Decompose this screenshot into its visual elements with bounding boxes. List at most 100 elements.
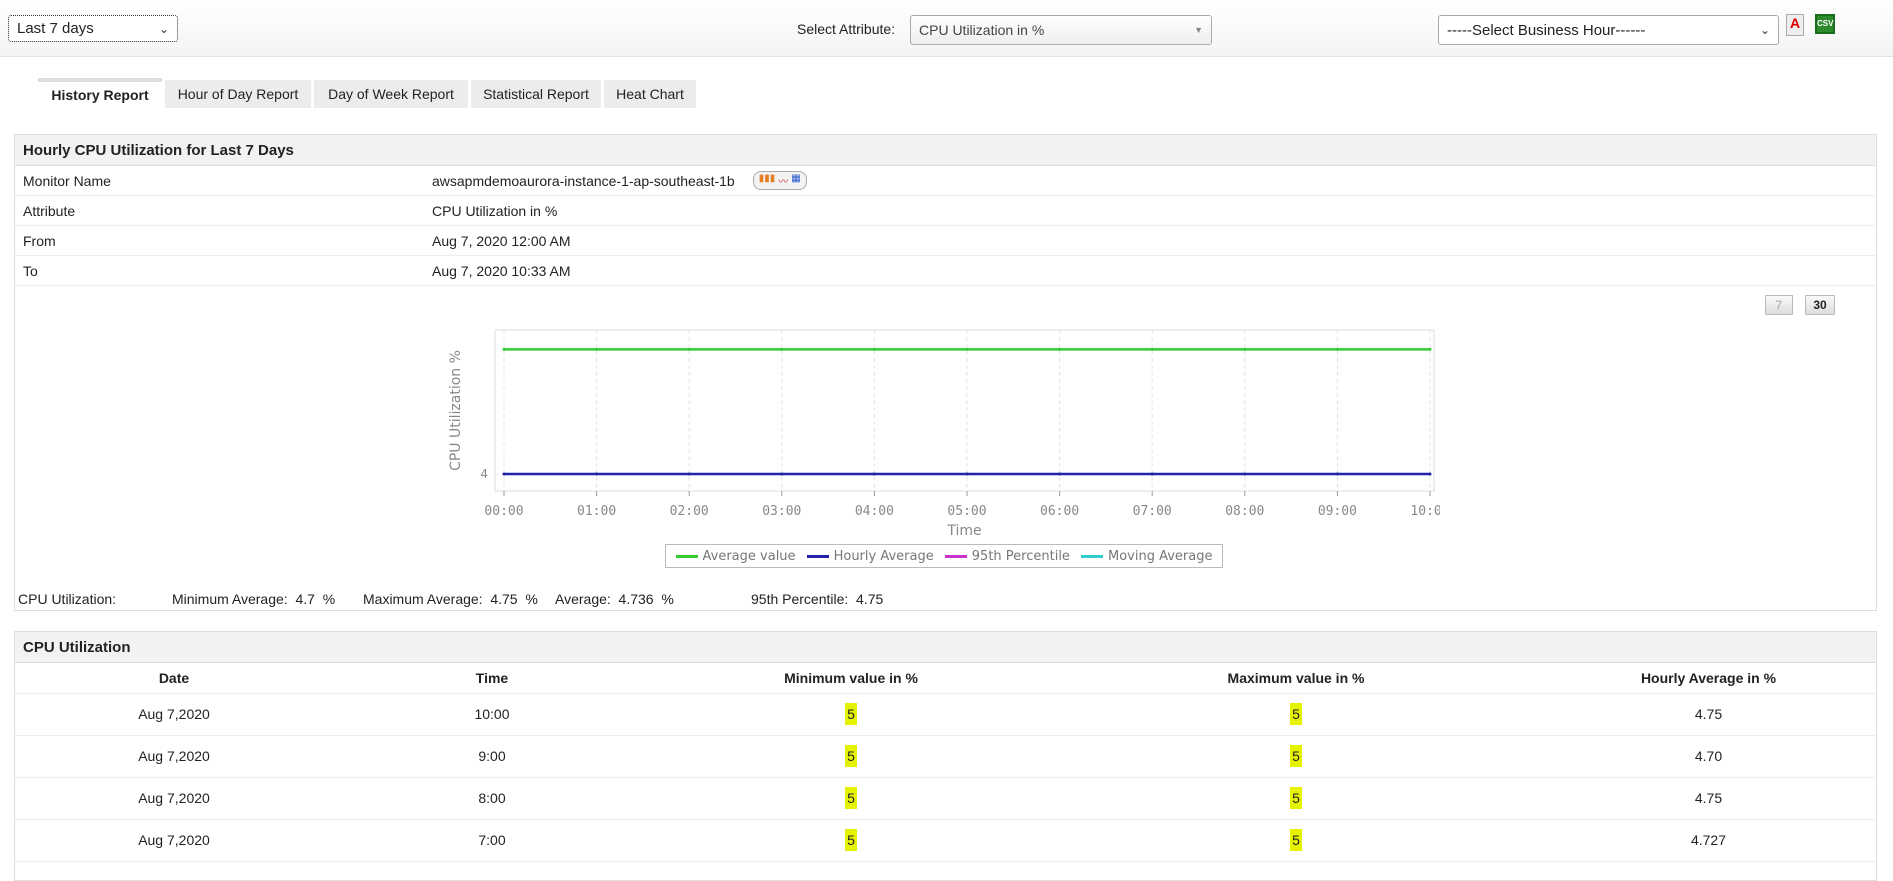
table-cell: 5 bbox=[1051, 777, 1541, 820]
info-key: To bbox=[23, 262, 38, 279]
cell-value: 5 bbox=[845, 703, 857, 725]
x-tick-label: 09:00 bbox=[1318, 504, 1357, 519]
data-point bbox=[1428, 347, 1432, 351]
info-row-from: From Aug 7, 2020 12:00 AM bbox=[15, 226, 1876, 256]
stat-max-average: Maximum Average: 4.75 % bbox=[363, 591, 538, 607]
report-title: Hourly CPU Utilization for Last 7 Days bbox=[15, 135, 1876, 166]
data-point bbox=[595, 347, 599, 351]
table-cell: Aug 7,2020 bbox=[15, 693, 333, 736]
chevron-down-icon: ⌄ bbox=[1759, 23, 1770, 37]
info-value: CPU Utilization in % bbox=[432, 202, 558, 219]
business-hour-select[interactable]: -----Select Business Hour------ ⌄ bbox=[1438, 15, 1779, 45]
cpu-table-panel: CPU Utilization Date Time Minimum value in… bbox=[14, 631, 1877, 881]
tab-heat-chart[interactable]: Heat Chart bbox=[604, 80, 696, 108]
table-row: Aug 7,2020 8:00 5 5 4.75 bbox=[15, 777, 1876, 820]
period-select[interactable]: Last 7 days ⌄ bbox=[8, 15, 178, 42]
cpu-table: Date Time Minimum value in % Maximum value … bbox=[15, 663, 1876, 862]
data-point bbox=[1335, 472, 1339, 476]
tab-history-report[interactable]: History Report bbox=[38, 78, 162, 108]
stat-95th-percentile: 95th Percentile: 4.75 bbox=[751, 591, 884, 607]
stat-average: Average: 4.736 % bbox=[555, 591, 674, 607]
cell-value: 5 bbox=[845, 787, 857, 809]
cell-value: 5 bbox=[1290, 829, 1302, 851]
tab-day-of-week-report[interactable]: Day of Week Report bbox=[314, 80, 468, 108]
info-key: From bbox=[23, 232, 56, 249]
info-value: Aug 7, 2020 10:33 AM bbox=[432, 262, 571, 279]
legend-item[interactable]: Moving Average bbox=[1080, 549, 1212, 564]
legend-swatch bbox=[944, 554, 967, 558]
table-icon[interactable]: ▦ bbox=[791, 173, 801, 184]
cell-value: 5 bbox=[1290, 745, 1302, 767]
data-point bbox=[687, 472, 691, 476]
data-point bbox=[780, 472, 784, 476]
legend-item[interactable]: Average value bbox=[675, 548, 796, 564]
cell-value: 4.727 bbox=[1690, 832, 1727, 848]
table-cell: 5 bbox=[651, 693, 1051, 736]
table-row: Aug 7,2020 10:00 5 5 4.75 bbox=[15, 693, 1876, 736]
csv-export-icon[interactable]: CSV bbox=[1815, 14, 1835, 34]
info-key: Attribute bbox=[23, 202, 76, 219]
legend-label: 95th Percentile bbox=[971, 548, 1070, 564]
cell-value: 8:00 bbox=[478, 790, 506, 806]
7-days-button[interactable]: 7 bbox=[1765, 295, 1793, 315]
x-tick-label: 01:00 bbox=[577, 504, 616, 519]
attribute-select[interactable]: CPU Utilization in % ▼ bbox=[910, 15, 1212, 45]
x-tick-label: 10:00 bbox=[1410, 504, 1440, 519]
cell-value: 10:00 bbox=[474, 706, 510, 722]
x-tick-label: 00:00 bbox=[484, 504, 523, 519]
x-tick-label: 05:00 bbox=[947, 504, 986, 519]
table-cell: Aug 7,2020 bbox=[15, 735, 333, 778]
data-point bbox=[1058, 347, 1062, 351]
cell-value: 9:00 bbox=[478, 748, 506, 764]
y-tick-label: 4 bbox=[480, 467, 488, 481]
table-cell: 5 bbox=[651, 777, 1051, 820]
table-cell: Aug 7,2020 bbox=[15, 819, 333, 862]
cell-value: Aug 7,2020 bbox=[138, 790, 210, 806]
tab-hour-of-day-report[interactable]: Hour of Day Report bbox=[165, 80, 311, 108]
info-key: Monitor Name bbox=[23, 172, 111, 189]
legend-label: Hourly Average bbox=[833, 548, 934, 564]
dropdown-arrow-icon: ▼ bbox=[1194, 25, 1203, 35]
table-cell: 5 bbox=[1051, 735, 1541, 778]
table-cell: 7:00 bbox=[333, 819, 651, 862]
x-tick-label: 04:00 bbox=[855, 504, 894, 519]
chevron-down-icon: ⌄ bbox=[158, 21, 169, 36]
data-point bbox=[1335, 347, 1339, 351]
chart-view-icons[interactable]: ▮▮▮ 〰 ▦ bbox=[752, 171, 807, 190]
tab-statistical-report[interactable]: Statistical Report bbox=[471, 80, 601, 108]
cell-value: 5 bbox=[1290, 787, 1302, 809]
attribute-label: Select Attribute: bbox=[797, 21, 896, 37]
table-title: CPU Utilization bbox=[15, 632, 1876, 663]
cell-value: 4.70 bbox=[1694, 748, 1723, 764]
bar-chart-icon[interactable]: ▮▮▮ bbox=[758, 173, 776, 184]
cell-value: 4.75 bbox=[1694, 706, 1723, 722]
x-axis-label: Time bbox=[946, 523, 981, 539]
legend-swatch bbox=[1080, 554, 1103, 558]
x-tick-label: 02:00 bbox=[670, 504, 709, 519]
cell-value: Aug 7,2020 bbox=[138, 832, 210, 848]
y-axis-label: CPU Utilization % bbox=[448, 350, 464, 471]
table-cell: 4.75 bbox=[1541, 777, 1876, 820]
data-point bbox=[595, 472, 599, 476]
cell-value: 7:00 bbox=[478, 832, 506, 848]
pdf-export-icon[interactable]: A bbox=[1786, 14, 1804, 36]
legend-label: Average value bbox=[702, 548, 796, 564]
line-chart-icon[interactable]: 〰 bbox=[778, 177, 789, 188]
monitor-name: awsapmdemoaurora-instance-1-ap-southeast… bbox=[432, 172, 735, 189]
legend-item[interactable]: 95th Percentile bbox=[944, 548, 1070, 564]
30-days-button[interactable]: 30 bbox=[1805, 295, 1835, 315]
info-row-monitor: Monitor Name awsapmdemoaurora-instance-1-… bbox=[15, 166, 1876, 196]
info-value: Aug 7, 2020 12:00 AM bbox=[432, 232, 571, 249]
legend-item[interactable]: Hourly Average bbox=[806, 548, 934, 564]
legend-swatch bbox=[806, 554, 829, 558]
stat-min-average: Minimum Average: 4.7 % bbox=[172, 591, 336, 607]
data-point bbox=[1243, 472, 1247, 476]
stats-label: CPU Utilization: bbox=[18, 591, 117, 607]
table-cell: 10:00 bbox=[333, 693, 651, 736]
cell-value: 5 bbox=[845, 745, 857, 767]
table-cell: 4.70 bbox=[1541, 735, 1876, 778]
data-point bbox=[502, 347, 506, 351]
report-panel: Hourly CPU Utilization for Last 7 Days M… bbox=[14, 134, 1877, 611]
cell-value: Aug 7,2020 bbox=[138, 706, 210, 722]
chart-legend: Average value Hourly Average 95th Percenti… bbox=[665, 544, 1223, 568]
